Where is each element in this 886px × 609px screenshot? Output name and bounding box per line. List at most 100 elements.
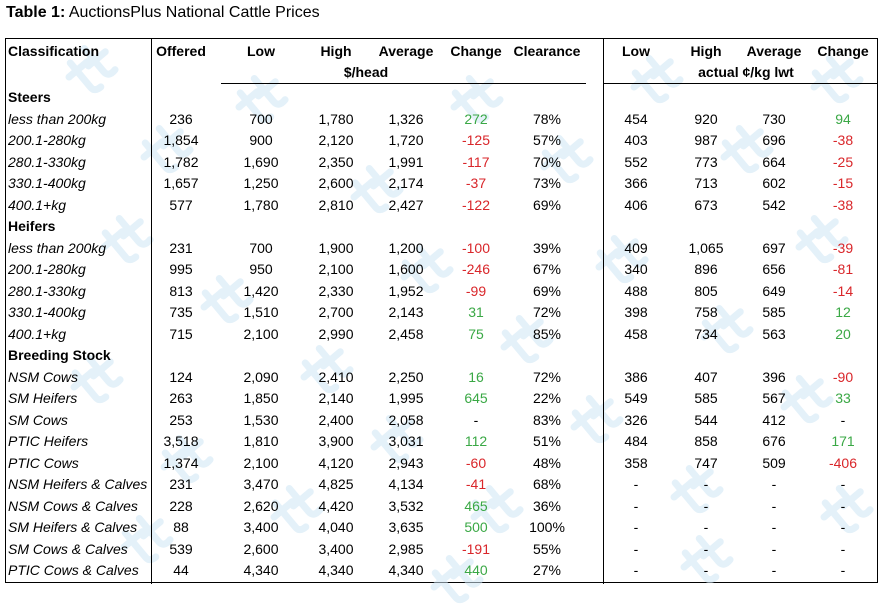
cell-kg-change: -406 (828, 454, 858, 471)
cell-low: 1,510 (243, 304, 279, 320)
auctionsplus-logo-icon (140, 125, 194, 174)
cell-kg-change: -81 (832, 261, 854, 277)
section-header-row: Steers (6, 87, 879, 109)
row-label: less than 200kg (8, 239, 107, 256)
cell-low: 1,810 (243, 433, 279, 449)
cell-kg-low: 403 (624, 132, 648, 148)
cell-change: 465 (464, 497, 488, 514)
cell-kg-avg: 696 (762, 132, 786, 148)
cell-kg-change: - (840, 562, 846, 578)
cell-kg-low: 484 (624, 433, 648, 449)
cell-offered: 1,782 (163, 153, 199, 170)
table-row: 330.1-400kg 735 1,510 2,700 2,143 31 72% 398 758… (6, 302, 879, 324)
cell-kg-avg: 567 (762, 390, 786, 406)
col-header-clearance: Clearance (513, 43, 581, 59)
cell-low: 1,780 (243, 196, 279, 213)
cell-kg-low: - (633, 540, 639, 557)
cell-low: 1,690 (243, 153, 279, 170)
col-header-kg-low: Low (622, 43, 650, 59)
cell-kg-change: 94 (835, 110, 851, 127)
auctionsplus-logo-icon (450, 75, 504, 124)
cell-change: 645 (464, 390, 488, 406)
auctionsplus-logo-icon (540, 135, 594, 184)
cell-avg: 2,174 (388, 175, 424, 191)
cell-low: 2,620 (243, 497, 279, 514)
table-row: PTIC Cows 1,374 2,100 4,120 2,943 -60 48% 358 74… (6, 453, 879, 475)
per-head-unit: $/head (343, 64, 389, 80)
table-row: 400.1+kg 715 2,100 2,990 2,458 75 85% 458 734 563… (6, 324, 879, 346)
cell-change: -125 (461, 132, 491, 148)
row-label: NSM Cows & Calves (8, 497, 138, 514)
cell-kg-change: -38 (832, 132, 854, 148)
cell-offered: 263 (169, 390, 193, 406)
cell-kg-low: 326 (624, 411, 648, 428)
cell-kg-avg: - (771, 540, 777, 557)
auctionsplus-logo-icon (470, 485, 524, 534)
cell-avg: 2,458 (388, 325, 424, 342)
column-divider (151, 39, 152, 584)
cell-change: -99 (465, 282, 487, 299)
cell-kg-high: 585 (694, 390, 718, 406)
cell-change: -191 (461, 540, 491, 557)
cell-avg: 1,600 (388, 261, 424, 277)
cell-kg-low: 552 (624, 153, 648, 170)
cell-change: 440 (464, 562, 488, 578)
cell-avg: 1,991 (388, 153, 424, 170)
cell-avg: 3,031 (388, 433, 424, 449)
cell-kg-change: - (840, 540, 846, 557)
cell-kg-avg: 509 (762, 454, 786, 471)
cell-kg-high: 713 (694, 175, 718, 191)
cell-offered: 1,657 (163, 175, 199, 191)
cell-change: 31 (468, 304, 484, 320)
cell-high: 2,140 (318, 390, 354, 406)
cell-kg-low: 358 (624, 454, 648, 471)
units-underline-left (221, 83, 586, 84)
cell-kg-high: 407 (694, 368, 718, 385)
cell-low: 4,340 (243, 562, 279, 578)
section-title: Steers (8, 89, 51, 105)
cell-change: 500 (464, 519, 488, 535)
cell-clearance: 27% (532, 562, 562, 578)
cell-clearance: 85% (532, 325, 562, 342)
cell-kg-low: 409 (624, 239, 648, 256)
cell-low: 1,420 (243, 282, 279, 299)
cell-kg-change: -38 (832, 196, 854, 213)
cell-low: 3,470 (243, 476, 279, 492)
cell-low: 700 (249, 239, 273, 256)
row-label: 400.1+kg (8, 325, 66, 342)
cell-offered: 715 (169, 325, 193, 342)
cell-kg-high: - (703, 540, 709, 557)
cell-kg-avg: 697 (762, 239, 786, 256)
cell-offered: 995 (169, 261, 193, 277)
col-header-kg-average: Average (746, 43, 802, 59)
cell-offered: 813 (169, 282, 193, 299)
cell-avg: 2,250 (388, 368, 424, 385)
cell-avg: 4,340 (388, 562, 424, 578)
table-row: 330.1-400kg 1,657 1,250 2,600 2,174 -37 73% 366… (6, 173, 879, 195)
cell-kg-change: 171 (831, 433, 855, 449)
cell-high: 2,600 (318, 175, 354, 191)
cell-kg-change: - (840, 476, 846, 492)
row-label: SM Cows & Calves (8, 540, 128, 557)
cell-kg-change: - (840, 519, 846, 535)
cell-offered: 539 (169, 540, 193, 557)
auctionsplus-logo-icon (70, 355, 124, 404)
cell-kg-high: - (703, 562, 709, 578)
row-label: NSM Cows (8, 368, 79, 385)
section-header-row: Heifers (6, 216, 879, 238)
cell-kg-high: 747 (694, 454, 718, 471)
cell-avg: 3,635 (388, 519, 424, 535)
auctionsplus-logo-icon (680, 535, 734, 584)
row-label: PTIC Heifers (8, 433, 89, 449)
cell-kg-low: 406 (624, 196, 648, 213)
cell-kg-high: - (703, 497, 709, 514)
table-row: SM Cows 253 1,530 2,400 2,058 - 83% 326 544 412 - (6, 410, 879, 432)
cattle-prices-table: Classification Offered Low High Average … (5, 38, 879, 604)
cell-kg-high: 987 (694, 132, 718, 148)
cell-high: 2,700 (318, 304, 354, 320)
cell-avg: 2,427 (388, 196, 424, 213)
cell-high: 4,340 (318, 562, 354, 578)
cell-clearance: 69% (532, 196, 562, 213)
cell-kg-high: - (703, 476, 709, 492)
cell-low: 3,400 (243, 519, 279, 535)
